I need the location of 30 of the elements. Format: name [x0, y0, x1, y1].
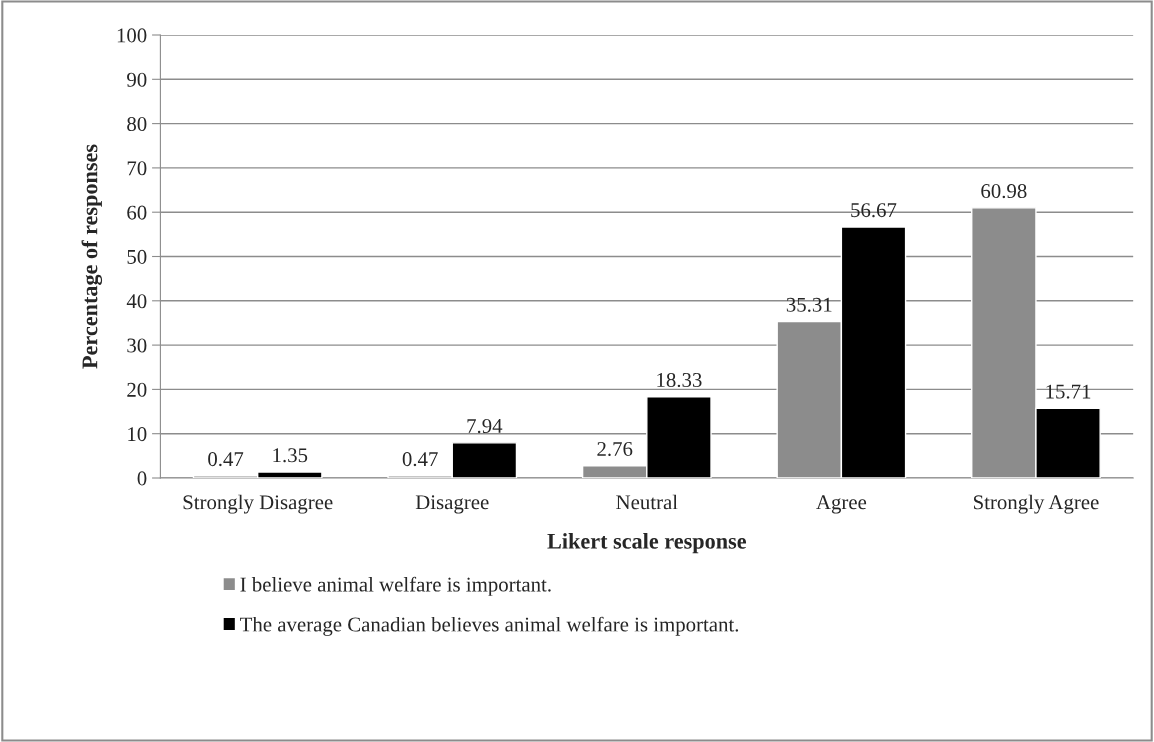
data-label: 15.71	[1046, 384, 1091, 399]
y-tick-label: 60	[127, 205, 147, 220]
x-tick-label: Strongly Disagree	[183, 494, 333, 514]
y-tick-label: 100	[117, 28, 147, 43]
y-tick-label: 90	[127, 72, 147, 87]
y-tick-label: 30	[127, 338, 147, 353]
x-tick-label: Strongly Agree	[973, 494, 1099, 514]
y-tick-label: 80	[127, 116, 147, 132]
data-label: 60.98	[981, 184, 1027, 199]
data-label: 1.35	[273, 448, 308, 463]
y-tick-label: 70	[127, 161, 147, 176]
data-label: 56.67	[851, 203, 897, 218]
y-tick-label: 0	[137, 471, 147, 486]
x-tick-label: Neutral	[616, 494, 678, 510]
data-label: 35.31	[786, 297, 832, 312]
data-label: 18.33	[657, 372, 702, 388]
legend-label: The average Canadian believes animal welfare is important.	[240, 616, 739, 636]
x-tick-label: Disagree	[415, 495, 489, 514]
data-label: 0.47	[208, 452, 244, 467]
data-label: 7.94	[467, 419, 503, 434]
legend-label: I believe animal welfare is important.	[240, 576, 551, 596]
data-label: 2.76	[597, 441, 633, 457]
y-tick-label: 40	[126, 294, 147, 309]
y-tick-label: 20	[127, 382, 147, 397]
y-tick-label: 50	[127, 249, 147, 264]
y-tick-label: 10	[128, 427, 147, 442]
x-tick-label: Agree	[816, 495, 867, 514]
x-axis-title: Likert scale response	[547, 533, 747, 554]
y-axis-title: Percentage of responses	[81, 144, 103, 369]
data-label: 0.47	[402, 452, 438, 467]
